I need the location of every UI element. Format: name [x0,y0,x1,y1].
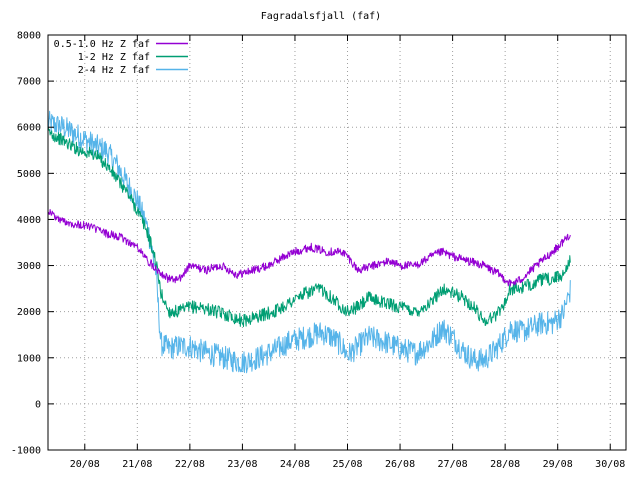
y-tick-label: 4000 [17,215,41,226]
x-tick-label: 27/08 [438,459,468,470]
x-tick-label: 28/08 [490,459,520,470]
chart-title: Fagradalsfjall (faf) [261,11,381,22]
series-line-1 [47,126,571,328]
x-tick-label: 30/08 [595,459,625,470]
legend-label: 1-2 Hz Z faf [78,52,150,63]
y-tick-label: 5000 [17,169,41,180]
y-tick-label: 1000 [17,353,41,364]
y-tick-label: 3000 [17,261,41,272]
legend: 0.5-1.0 Hz Z faf 1-2 Hz Z faf 2-4 Hz Z faf [54,39,188,76]
y-tick-label: -1000 [11,446,41,457]
series-lines [47,110,571,374]
plot-frame [47,34,627,451]
x-tick-label: 22/08 [175,459,205,470]
y-tick-label: 8000 [17,31,41,42]
x-tick-label: 29/08 [543,459,573,470]
legend-label: 2-4 Hz Z faf [78,65,150,76]
series-line-2 [47,209,571,287]
x-tick-label: 23/08 [227,459,257,470]
x-tick-label: 24/08 [280,459,310,470]
plot-border [47,34,627,451]
legend-label: 0.5-1.0 Hz Z faf [54,39,150,50]
x-tick-label: 26/08 [385,459,415,470]
y-tick-label: 2000 [17,307,41,318]
x-tick-label: 25/08 [332,459,362,470]
y-tick-label: 7000 [17,77,41,88]
x-axis-ticks: 20/08 21/08 22/08 23/08 24/08 25/08 26/08 27/08… [70,35,625,470]
y-tick-label: 6000 [17,123,41,134]
x-tick-label: 21/08 [122,459,152,470]
y-tick-label: 0 [35,399,41,410]
y-axis-ticks: -1000 0 1000 2000 3000 4000 5000 6000 7000 8000 [11,31,626,457]
x-tick-label: 20/08 [70,459,100,470]
series-line-0 [47,110,571,374]
